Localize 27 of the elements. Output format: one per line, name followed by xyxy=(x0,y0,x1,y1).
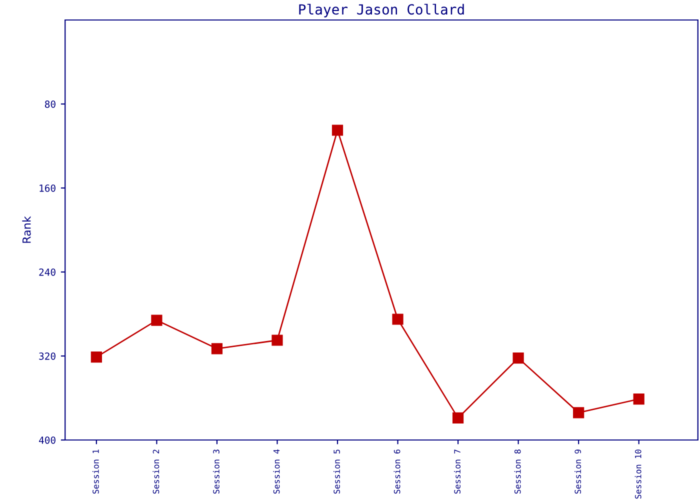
y-tick-label: 240 xyxy=(39,268,56,276)
chart-title: Player Jason Collard xyxy=(299,4,464,18)
point xyxy=(151,314,162,326)
x-tick-label: Session 10 xyxy=(634,450,642,499)
y-axis-title: Rank xyxy=(22,216,31,243)
y-tick-label: 80 xyxy=(44,100,56,108)
point xyxy=(332,124,344,136)
x-tick-label: Session 7 xyxy=(454,450,460,494)
y-tick-label: 160 xyxy=(40,184,56,192)
y-tick-label: 400 xyxy=(39,436,56,444)
point xyxy=(211,343,223,354)
x-tick-label: Session 8 xyxy=(514,450,521,494)
x-tick-label: Session 2 xyxy=(152,450,160,494)
point xyxy=(573,407,584,418)
point xyxy=(272,334,283,346)
x-tick-label: Session 9 xyxy=(574,450,582,494)
x-tick-label: Session 6 xyxy=(394,450,400,494)
x-tick-label: Session 4 xyxy=(273,449,280,494)
point xyxy=(90,351,102,363)
x-tick-label: Session 5 xyxy=(333,450,340,494)
point xyxy=(512,352,524,364)
x-tick-label: Session 1 xyxy=(92,450,99,494)
point xyxy=(392,314,404,325)
y-tick-label: 320 xyxy=(39,352,56,360)
point xyxy=(633,393,644,405)
point xyxy=(452,412,464,424)
x-tick-label: Session 3 xyxy=(212,450,220,494)
